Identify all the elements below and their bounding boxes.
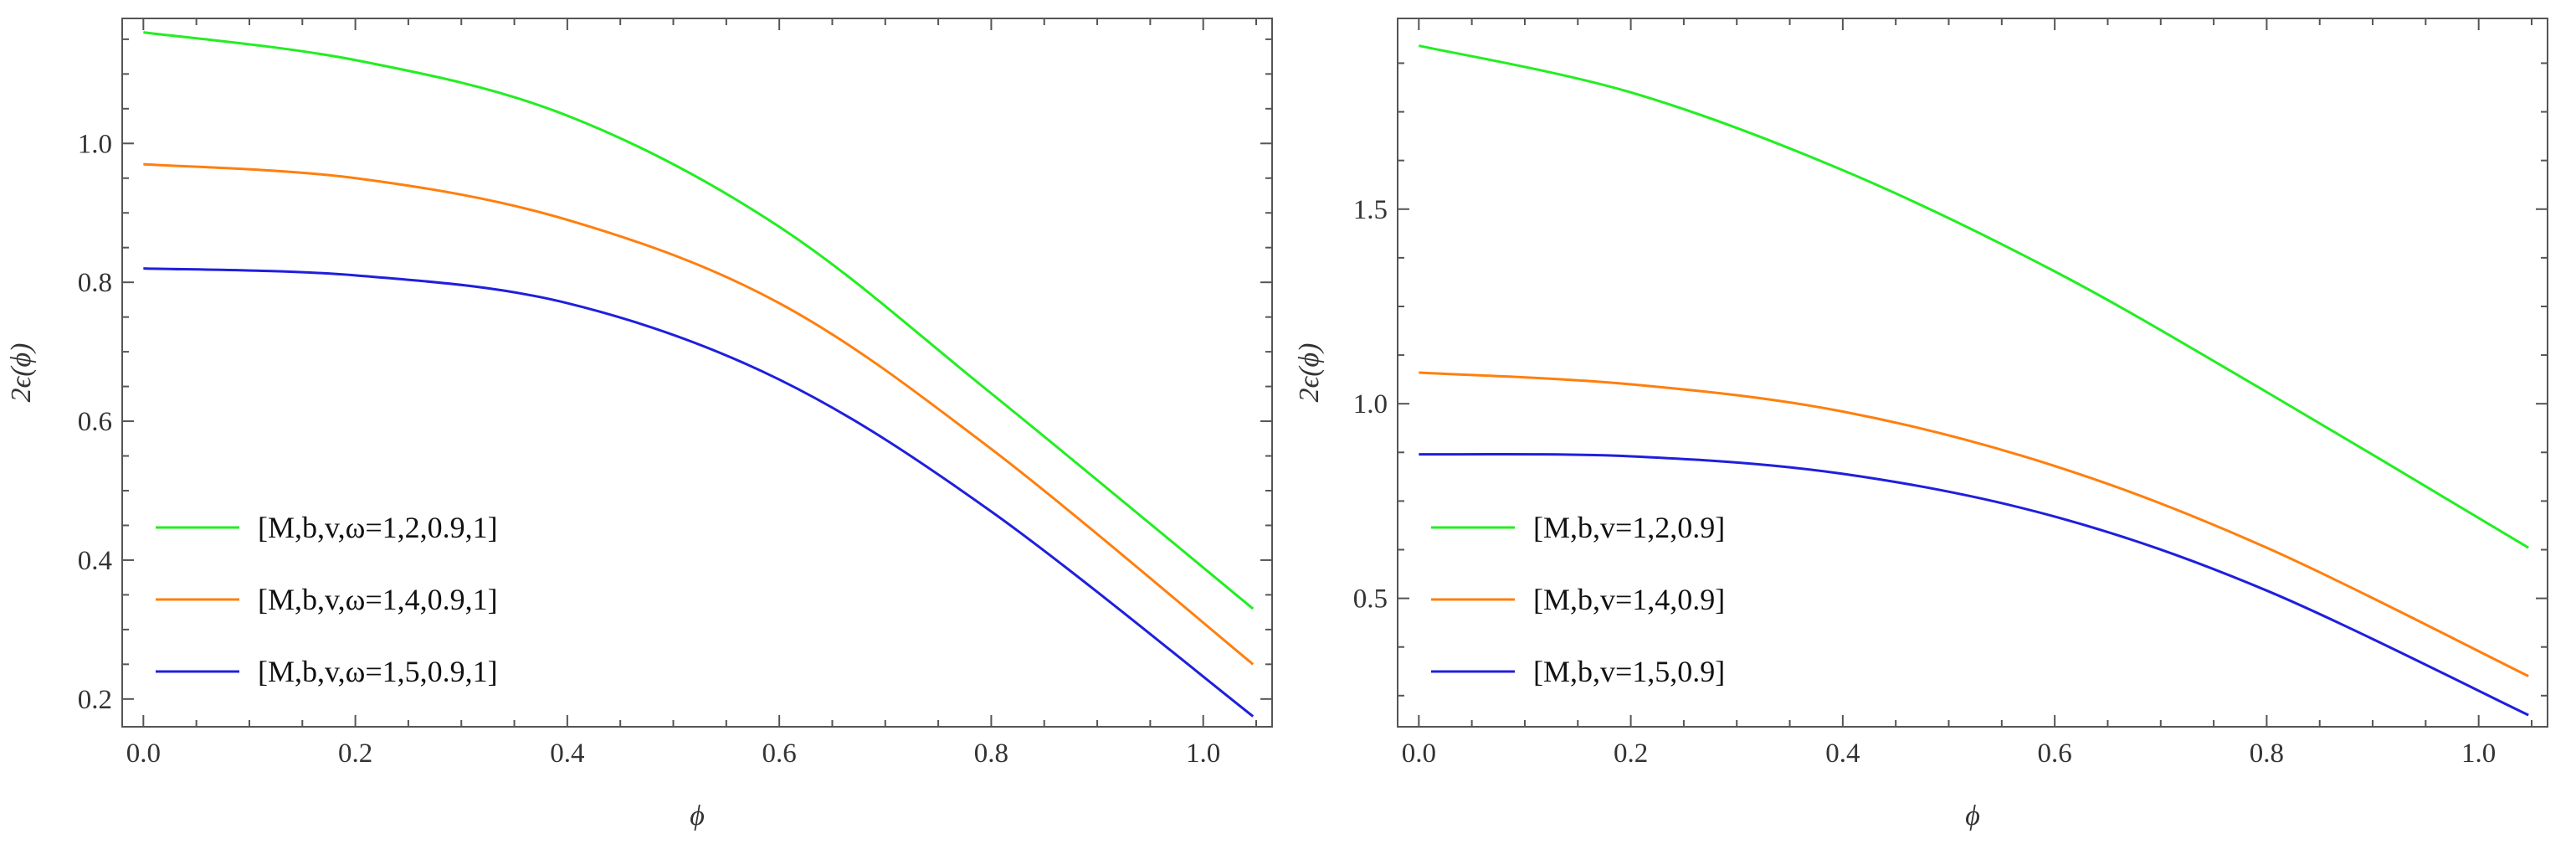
y-tick-label: 0.2 (78, 685, 112, 715)
y-axis-label: 2ϵ(ϕ) (6, 343, 37, 403)
legend-label-2: [M,b,v=1,4,0.9] (1533, 583, 1725, 616)
plot-frame (121, 18, 1273, 728)
series-line-1 (143, 31, 1255, 610)
y-tick-label: 0.8 (78, 268, 112, 298)
x-tick-label: 0.6 (762, 738, 797, 769)
x-tick-label: 0.8 (2250, 738, 2284, 769)
y-tick-label: 1.0 (78, 129, 112, 159)
x-tick-label: 0.0 (126, 738, 161, 769)
plot-frame (1397, 18, 2548, 728)
x-tick-label: 0.4 (550, 738, 584, 769)
x-axis-label: ϕ (690, 800, 705, 831)
x-tick-label: 0.8 (974, 738, 1008, 769)
y-tick-label: 1.0 (1353, 389, 1388, 419)
series-line-2 (143, 162, 1255, 666)
legend-label-1: [M,b,v,ω=1,2,0.9,1] (258, 511, 498, 544)
x-tick-label: 1.0 (2461, 738, 2496, 769)
series-line-3 (143, 267, 1255, 718)
series-line-2 (1419, 371, 2529, 677)
x-tick-label: 1.0 (1186, 738, 1220, 769)
y-tick-label: 0.6 (78, 407, 112, 437)
series-line-1 (1419, 44, 2529, 549)
legend-label-1: [M,b,v=1,2,0.9] (1533, 511, 1725, 544)
x-axis-label: ϕ (1965, 800, 1980, 831)
x-tick-label: 0.0 (1402, 738, 1436, 769)
y-tick-label: 1.5 (1353, 195, 1388, 225)
chart-right: 0.0 0.2 0.4 0.6 0.8 1.0 0.5 1.0 1.5 ϕ 2ϵ(ϕ) [M,b,v=… (1294, 18, 2548, 831)
legend-label-3: [M,b,v=1,5,0.9] (1533, 655, 1725, 688)
chart-left: 0.0 0.2 0.4 0.6 0.8 1.0 0.2 0.4 0.6 0.8 1.0 ϕ 2ϵ(ϕ) [… (6, 18, 1273, 831)
y-tick-label: 0.4 (78, 546, 112, 576)
series-line-3 (1419, 452, 2529, 717)
x-tick-label: 0.2 (1614, 738, 1648, 769)
x-tick-label: 0.6 (2038, 738, 2072, 769)
y-axis-label: 2ϵ(ϕ) (1294, 343, 1325, 403)
legend-label-3: [M,b,v,ω=1,5,0.9,1] (258, 655, 498, 688)
legend-label-2: [M,b,v,ω=1,4,0.9,1] (258, 583, 498, 616)
x-tick-label: 0.2 (338, 738, 372, 769)
x-tick-label: 0.4 (1825, 738, 1860, 769)
y-tick-label: 0.5 (1353, 584, 1388, 615)
